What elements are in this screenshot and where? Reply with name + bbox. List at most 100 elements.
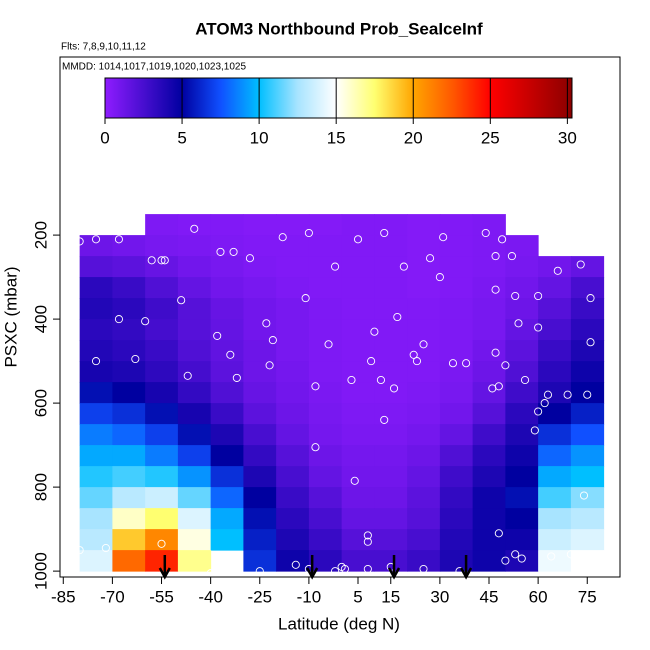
heat-cell [341, 277, 375, 299]
heat-cell [341, 487, 375, 509]
heat-cell [439, 256, 474, 278]
heat-cell [472, 403, 506, 425]
flight-point [331, 262, 340, 271]
heat-cell [538, 361, 572, 383]
flight-point [278, 233, 287, 242]
flight-point [547, 552, 556, 561]
heat-cell [538, 319, 572, 341]
heat-cell [79, 466, 113, 488]
flight-point [534, 323, 543, 332]
flight-point [579, 491, 589, 500]
flight-point [520, 375, 530, 385]
flight-point [540, 399, 549, 408]
flight-point [337, 562, 346, 571]
heat-cell [538, 277, 572, 299]
heat-cell [407, 235, 441, 257]
heat-cell [407, 508, 441, 530]
heat-cell [472, 298, 506, 320]
y-tick-label: 600 [31, 389, 50, 417]
heat-cell [308, 214, 343, 236]
heat-cell [505, 403, 539, 425]
heat-cell [308, 382, 343, 404]
heat-cell [407, 382, 441, 404]
flight-point [75, 546, 84, 555]
heat-cell [439, 214, 474, 236]
colorbar-tick-label: 0 [100, 128, 109, 147]
flight-point [419, 340, 428, 349]
heat-cell [145, 214, 179, 236]
heat-cell [341, 361, 375, 383]
flight-point [131, 354, 140, 364]
heat-cell [472, 550, 506, 572]
heat-cell [308, 466, 343, 488]
heat-cell [112, 340, 146, 362]
heat-cell [374, 445, 408, 467]
heat-cell [341, 235, 375, 257]
heat-cell [505, 256, 539, 278]
colorbar-tick-label: 5 [177, 128, 186, 147]
flight-point [91, 235, 101, 244]
flight-point [494, 382, 503, 391]
heat-cell [538, 424, 572, 446]
heat-cell [276, 487, 310, 509]
flight-point [370, 327, 379, 336]
flight-point [114, 235, 123, 244]
x-tick-label: 5 [353, 587, 362, 606]
flight-point [389, 384, 399, 393]
heat-cell [210, 235, 244, 257]
flight-point [265, 361, 274, 370]
heat-cell [177, 361, 212, 383]
heat-cell [439, 340, 474, 362]
x-tick-label: -85 [51, 587, 76, 606]
flight-point [141, 317, 150, 326]
flight-point [481, 228, 490, 238]
heat-cell [79, 256, 113, 278]
heat-cell [243, 424, 277, 446]
heat-cell [538, 403, 572, 425]
heat-cell [243, 529, 277, 551]
flight-point [491, 348, 500, 357]
flight-point [216, 247, 225, 256]
flight-point [517, 554, 526, 563]
heat-cell [177, 466, 212, 488]
heat-cell [570, 277, 605, 299]
heat-cell [374, 298, 408, 320]
heat-cell [79, 403, 113, 425]
heat-cell [210, 466, 244, 488]
flight-point [563, 390, 572, 399]
flight-point [399, 262, 408, 271]
heat-cell [472, 529, 506, 551]
heat-cell [439, 550, 474, 572]
heat-cell [276, 403, 310, 425]
heat-cell [407, 319, 441, 341]
heat-cell [112, 445, 146, 467]
y-axis-label: PSXC (mbar) [1, 266, 20, 367]
flight-point [586, 338, 595, 347]
heat-cell [177, 424, 212, 446]
heat-cell [79, 235, 113, 257]
heat-cell [308, 298, 343, 320]
flight-point [553, 266, 562, 275]
heat-cell [472, 508, 506, 530]
colorbar-tick-label: 30 [558, 128, 577, 147]
heat-cell [210, 361, 244, 383]
flight-point [190, 224, 199, 233]
heat-cell [570, 487, 605, 509]
plot-frame [59, 56, 621, 578]
heat-cell [276, 277, 310, 299]
heat-cell [243, 340, 277, 362]
heat-cell [145, 256, 179, 278]
heat-cell [439, 508, 474, 530]
heat-cell [210, 529, 244, 551]
heat-cell [243, 403, 277, 425]
x-tick-label: 60 [529, 587, 548, 606]
heat-cell [407, 424, 441, 446]
heat-cell [570, 403, 605, 425]
x-axis-label: Latitude (deg N) [278, 614, 400, 633]
heat-cell [374, 529, 408, 551]
flight-point [353, 235, 363, 244]
heat-cell [112, 256, 146, 278]
heat-cell [177, 235, 212, 257]
heat-cell [308, 529, 343, 551]
